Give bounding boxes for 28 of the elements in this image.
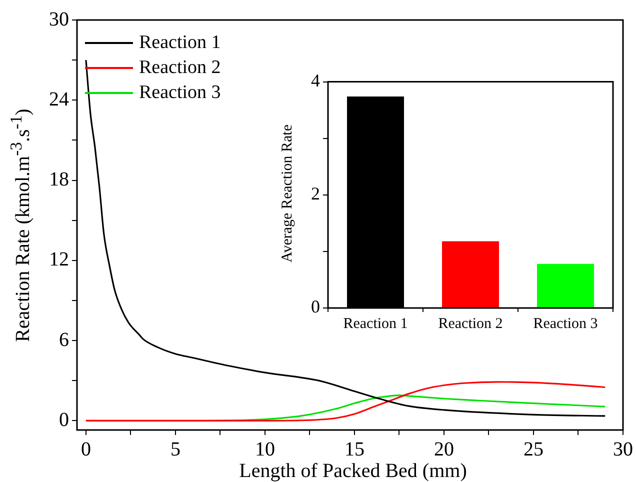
x-tick-label: 5 [170,438,180,460]
x-tick-label: Reaction 2 [438,316,503,332]
x-tick-label: 20 [434,438,454,460]
x-tick-label: 30 [613,438,633,460]
legend-label: Reaction 3 [139,82,221,104]
y-tick-label: 6 [59,328,69,351]
legend-label: Reaction 2 [139,56,221,78]
x-axis-title: Length of Packed Bed (mm) [238,460,468,482]
y-tick-label: 2 [311,184,320,204]
y-tick-label: 0 [59,408,69,431]
x-tick-label: 15 [344,438,364,460]
line-series [85,59,606,417]
x-tick-label: Reaction 3 [533,316,598,332]
y-tick-label: 24 [49,88,69,110]
bar [537,264,594,308]
y-tick-label: 4 [311,70,320,91]
y-tick-label: 0 [311,296,320,317]
y-axis-title: Average Reaction Rate [280,124,296,262]
x-tick-label: 10 [254,438,275,460]
x-tick-label: 0 [80,438,91,460]
x-tick-label: Reaction 1 [343,316,408,332]
bar [442,241,499,308]
y-tick-label: 12 [49,248,69,271]
line-series [85,381,606,422]
y-tick-label: 18 [49,168,69,191]
legend-label: Reaction 1 [139,32,221,54]
y-tick-label: 30 [49,8,69,30]
x-tick-label: 25 [523,438,544,460]
